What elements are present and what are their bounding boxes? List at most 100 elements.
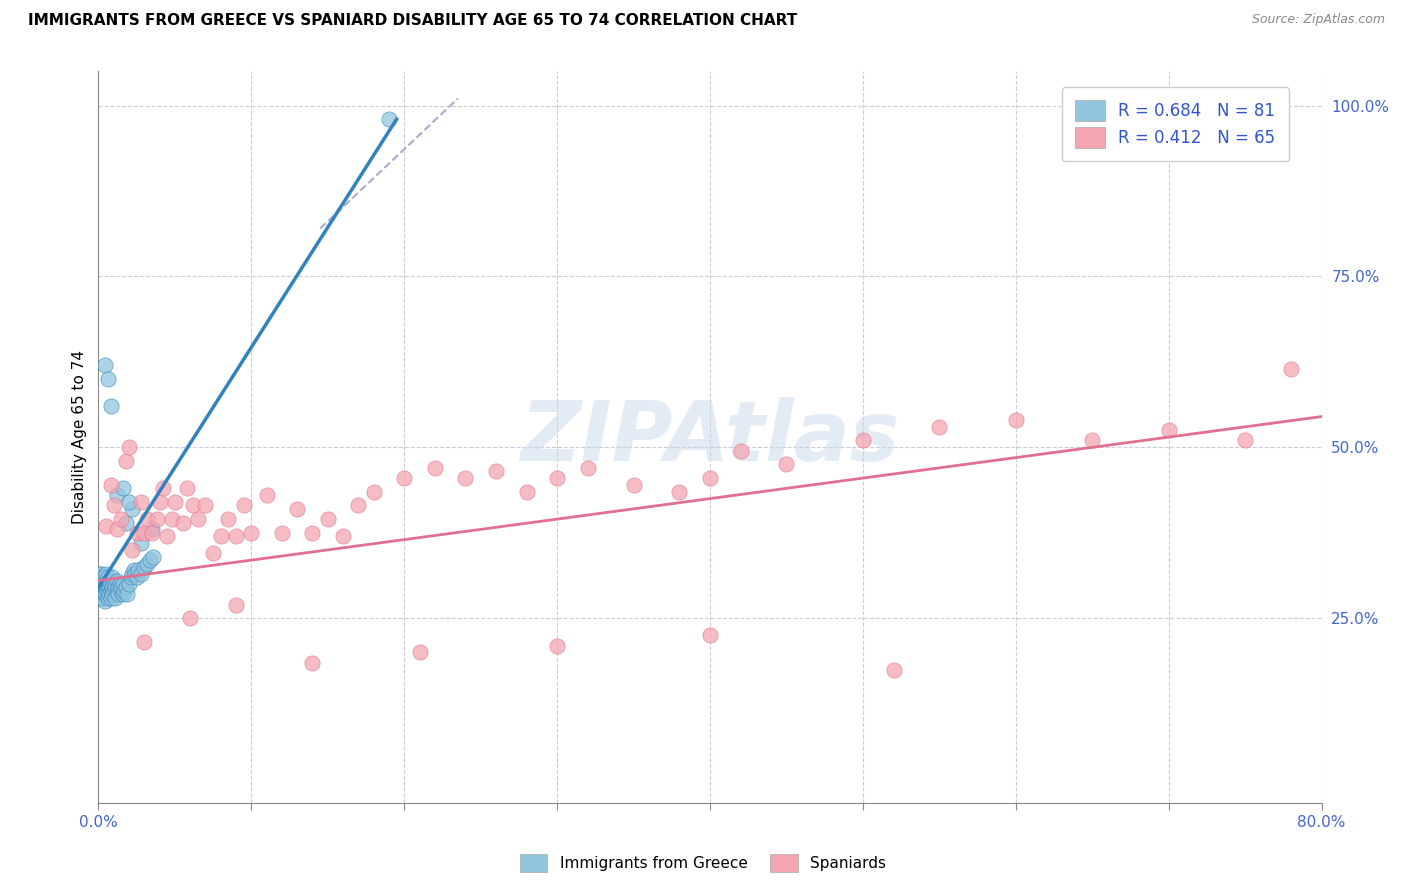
Point — [136, 512, 159, 526]
Point — [94, 566, 117, 581]
Point — [121, 501, 143, 516]
Point — [93, 359, 115, 373]
Point — [134, 560, 156, 574]
Point — [928, 420, 950, 434]
Point — [127, 563, 149, 577]
Point — [89, 583, 111, 598]
Point — [100, 478, 122, 492]
Point — [172, 516, 194, 530]
Point — [103, 499, 125, 513]
Point — [110, 583, 132, 598]
Point — [90, 577, 112, 591]
Point — [546, 471, 568, 485]
Point — [110, 512, 132, 526]
Point — [160, 512, 183, 526]
Point — [121, 566, 143, 581]
Point — [98, 574, 121, 588]
Point — [101, 581, 124, 595]
Point — [1081, 434, 1104, 448]
Point — [485, 464, 508, 478]
Point — [332, 529, 354, 543]
Point — [90, 577, 112, 591]
Point — [91, 587, 114, 601]
Point — [225, 598, 247, 612]
Point — [93, 587, 115, 601]
Point — [107, 587, 129, 601]
Point — [100, 591, 122, 605]
Point — [163, 495, 186, 509]
Legend: R = 0.684   N = 81, R = 0.412   N = 65: R = 0.684 N = 81, R = 0.412 N = 65 — [1062, 87, 1289, 161]
Point — [93, 581, 115, 595]
Point — [408, 645, 430, 659]
Point — [516, 484, 538, 499]
Point — [423, 460, 446, 475]
Point — [89, 577, 111, 591]
Point — [256, 488, 278, 502]
Point — [129, 536, 152, 550]
Point — [90, 587, 112, 601]
Point — [91, 570, 114, 584]
Point — [301, 656, 323, 670]
Point — [347, 499, 370, 513]
Point — [90, 570, 112, 584]
Point — [97, 591, 120, 605]
Point — [194, 499, 217, 513]
Point — [363, 484, 385, 499]
Point — [111, 587, 134, 601]
Point — [129, 566, 152, 581]
Point — [730, 443, 752, 458]
Point — [100, 583, 122, 598]
Point — [124, 566, 146, 581]
Point — [775, 458, 797, 472]
Point — [93, 594, 115, 608]
Point — [94, 574, 117, 588]
Point — [209, 529, 232, 543]
Point — [94, 587, 117, 601]
Point — [89, 581, 111, 595]
Point — [187, 512, 209, 526]
Point — [97, 372, 120, 386]
Point — [136, 557, 159, 571]
Point — [105, 522, 128, 536]
Point — [100, 577, 122, 591]
Point — [217, 512, 239, 526]
Point — [134, 525, 156, 540]
Point — [105, 574, 128, 588]
Point — [89, 574, 111, 588]
Point — [202, 546, 225, 560]
Point — [142, 549, 165, 564]
Point — [141, 522, 163, 536]
Point — [115, 581, 138, 595]
Point — [125, 570, 148, 584]
Point — [121, 542, 143, 557]
Point — [104, 591, 127, 605]
Point — [1004, 413, 1026, 427]
Point — [91, 574, 114, 588]
Point — [105, 488, 128, 502]
Point — [1279, 361, 1302, 376]
Point — [122, 563, 145, 577]
Point — [98, 581, 121, 595]
Point — [94, 581, 117, 595]
Point — [378, 112, 401, 127]
Point — [1234, 434, 1257, 448]
Point — [90, 591, 112, 605]
Point — [112, 583, 135, 598]
Point — [90, 581, 112, 595]
Point — [125, 525, 148, 540]
Point — [89, 566, 111, 581]
Point — [89, 570, 111, 584]
Point — [91, 591, 114, 605]
Point — [852, 434, 875, 448]
Point — [120, 570, 142, 584]
Text: ZIPAtlas: ZIPAtlas — [520, 397, 900, 477]
Point — [100, 400, 122, 414]
Point — [181, 499, 204, 513]
Text: IMMIGRANTS FROM GREECE VS SPANIARD DISABILITY AGE 65 TO 74 CORRELATION CHART: IMMIGRANTS FROM GREECE VS SPANIARD DISAB… — [28, 13, 797, 29]
Point — [101, 587, 124, 601]
Point — [1157, 423, 1180, 437]
Point — [111, 577, 134, 591]
Point — [149, 495, 172, 509]
Point — [179, 611, 201, 625]
Point — [240, 525, 263, 540]
